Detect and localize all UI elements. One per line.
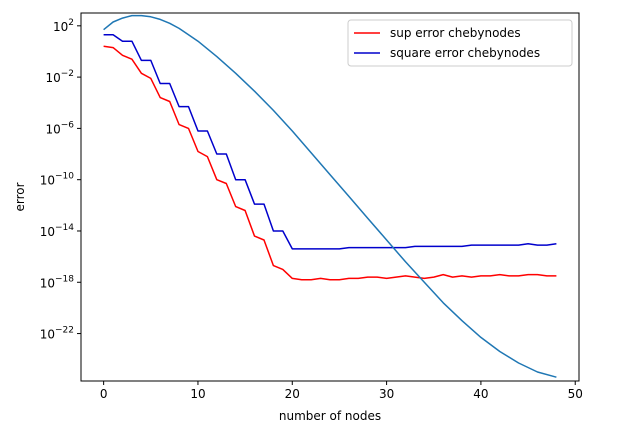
x-tick-label: 40 (473, 387, 488, 401)
x-ticks: 0 10 20 30 40 50 (100, 381, 583, 401)
y-tick-label: 102 (53, 18, 74, 34)
legend-label: sup error chebynodes (390, 26, 521, 40)
y-tick-exponent: −6 (61, 120, 75, 130)
y-tick-label: 10−14 (40, 223, 75, 239)
y-tick-label: 10−18 (40, 274, 75, 290)
y-tick-label: 10−22 (40, 326, 74, 342)
legend-box (347, 19, 573, 67)
series-line-1 (103, 34, 557, 250)
y-tick-exponent: −18 (55, 274, 74, 284)
plot-lines (103, 14, 557, 378)
y-tick-label: 10−10 (40, 172, 75, 188)
y-tick-exponent: −14 (55, 223, 74, 233)
y-tick-label: 10−6 (45, 120, 74, 136)
y-tick-exponent: 2 (68, 18, 74, 28)
x-tick-label: 20 (285, 387, 300, 401)
y-tick-exponent: −10 (55, 172, 74, 182)
x-tick-label: 30 (379, 387, 394, 401)
y-tick-base: 10 (45, 71, 60, 85)
legend-label: square error chebynodes (390, 46, 540, 60)
y-axis-label: error (13, 182, 27, 211)
legend: sup error chebynodes square error chebyno… (347, 19, 573, 67)
y-tick-base: 10 (40, 276, 55, 290)
y-tick-exponent: −2 (61, 69, 74, 79)
y-tick-base: 10 (53, 20, 68, 34)
axes-frame (80, 12, 580, 382)
y-tick-base: 10 (40, 328, 55, 342)
y-tick-exponent: −22 (55, 326, 74, 336)
x-axis-label: number of nodes (279, 409, 381, 423)
y-tick-label: 10−2 (45, 69, 74, 85)
x-tick-label: 50 (568, 387, 583, 401)
x-tick-label: 0 (100, 387, 108, 401)
series-line-0 (103, 45, 557, 281)
y-tick-base: 10 (40, 225, 55, 239)
y-tick-base: 10 (40, 174, 55, 188)
x-tick-label: 10 (190, 387, 205, 401)
series-line-2 (103, 14, 557, 378)
y-tick-base: 10 (45, 122, 60, 136)
